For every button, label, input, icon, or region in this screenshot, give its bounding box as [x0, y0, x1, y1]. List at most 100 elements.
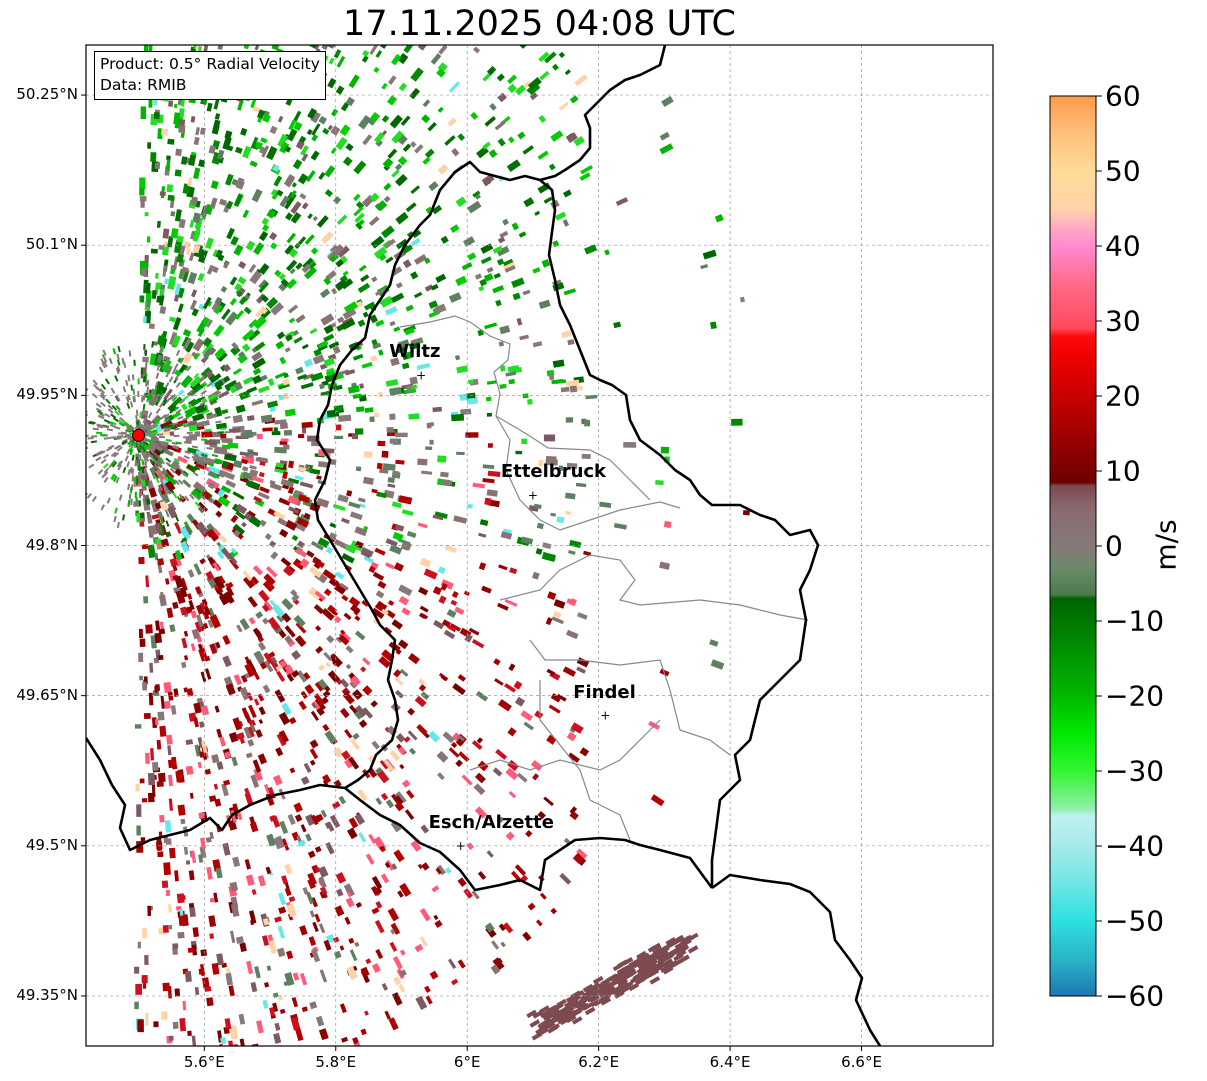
echo-cell	[193, 563, 202, 576]
echo-cell	[196, 319, 207, 333]
lat-tick-label: 50.25°N	[16, 85, 78, 104]
echo-cell	[128, 441, 134, 448]
echo-cell	[369, 314, 378, 324]
echo-cell	[282, 444, 290, 450]
echo-cell	[187, 271, 198, 285]
echo-cell	[355, 406, 365, 413]
echo-cell	[492, 245, 503, 254]
echo-cell	[217, 450, 224, 454]
echo-cell	[444, 544, 457, 554]
echo-cell	[514, 696, 526, 707]
echo-cell	[517, 131, 526, 140]
echo-cell	[394, 677, 404, 686]
echo-cell	[186, 464, 195, 471]
echo-cell	[474, 806, 487, 819]
echo-cell	[553, 599, 566, 609]
echo-cell	[174, 521, 183, 535]
echo-cell	[461, 774, 473, 786]
echo-cell	[183, 846, 189, 855]
echo-cell	[206, 447, 213, 450]
echo-cell	[386, 426, 394, 432]
echo-cell	[482, 478, 495, 484]
echo-cell	[279, 141, 290, 154]
echo-cell	[186, 431, 193, 435]
echo-cell	[284, 197, 295, 210]
echo-cell	[174, 515, 180, 522]
echo-cell	[175, 409, 182, 414]
echo-cell	[623, 442, 637, 448]
echo-cell	[335, 871, 347, 884]
echo-cell	[305, 891, 314, 905]
echo-cell	[183, 436, 190, 439]
echo-cell	[286, 278, 297, 290]
echo-cell	[288, 460, 295, 469]
echo-cell	[565, 629, 579, 640]
echo-cell	[141, 467, 145, 474]
echo-cell	[326, 634, 335, 644]
echo-cell	[146, 426, 153, 432]
echo-cell	[174, 209, 182, 222]
echo-cell	[513, 680, 523, 690]
echo-cell	[194, 455, 202, 460]
echo-cell	[326, 45, 336, 49]
echo-cell	[532, 571, 540, 580]
echo-cell	[303, 358, 314, 368]
echo-cell	[371, 276, 378, 283]
echo-cell	[86, 446, 88, 451]
echo-cell	[167, 194, 175, 202]
echo-cell	[292, 329, 300, 336]
echo-cell	[222, 842, 231, 856]
echo-cell	[435, 273, 447, 283]
echo-cell	[492, 767, 503, 777]
echo-cell	[572, 854, 583, 865]
echo-cell	[288, 304, 299, 314]
echo-cell	[341, 750, 351, 761]
echo-cell	[138, 421, 141, 428]
echo-cell	[416, 362, 431, 370]
echo-cell	[134, 724, 142, 729]
echo-cell	[295, 140, 305, 150]
echo-cell	[149, 458, 154, 465]
echo-cell	[267, 616, 281, 631]
echo-cell	[398, 639, 409, 650]
echo-cell	[552, 279, 562, 287]
echo-cell	[207, 607, 215, 617]
echo-cell	[547, 1025, 558, 1034]
echo-cell	[414, 291, 423, 299]
echo-cell	[197, 761, 202, 769]
echo-cell	[192, 338, 205, 352]
echo-cell	[451, 413, 465, 422]
echo-cell	[164, 700, 171, 709]
echo-cell	[552, 63, 559, 71]
echo-cell	[545, 617, 553, 626]
echo-cell	[380, 297, 395, 308]
echo-cell	[191, 466, 198, 471]
echo-cell	[508, 663, 516, 672]
echo-cell	[354, 941, 360, 948]
echo-cell	[178, 914, 186, 926]
echo-cell	[407, 653, 420, 665]
echo-cell	[455, 196, 467, 208]
echo-cell	[301, 427, 307, 434]
echo-cell	[173, 103, 178, 109]
echo-cell	[212, 499, 223, 509]
map-title: 17.11.2025 04:08 UTC	[343, 4, 736, 44]
echo-cell	[324, 189, 333, 198]
echo-cell	[507, 759, 519, 772]
district-borders	[399, 315, 809, 841]
echo-cell	[184, 495, 190, 502]
echo-cell	[329, 814, 341, 829]
echo-cell	[139, 638, 146, 647]
echo-cell	[338, 634, 350, 646]
echo-cell	[160, 517, 164, 524]
echo-cell	[205, 370, 214, 379]
echo-cell	[251, 188, 263, 203]
echo-cell	[91, 495, 97, 502]
echo-cell	[213, 892, 219, 903]
echo-cell	[374, 547, 386, 556]
echo-cell	[317, 461, 330, 468]
echo-cell	[321, 45, 332, 51]
echo-cell	[639, 956, 651, 966]
echo-cell	[222, 461, 229, 469]
echo-cell	[235, 510, 246, 520]
